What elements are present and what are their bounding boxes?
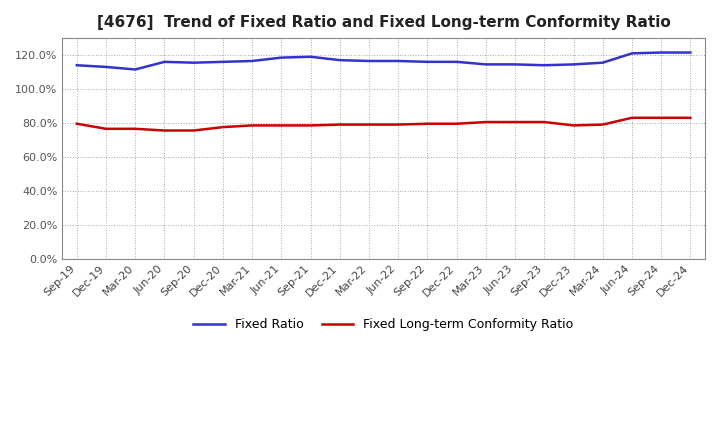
Fixed Long-term Conformity Ratio: [131, 126, 140, 132]
Line: Fixed Ratio: Fixed Ratio: [77, 52, 690, 70]
Fixed Ratio: [482, 62, 490, 67]
Fixed Long-term Conformity Ratio: [102, 126, 110, 132]
Fixed Ratio: [423, 59, 432, 65]
Fixed Ratio: [365, 59, 374, 64]
Fixed Ratio: [628, 51, 636, 56]
Fixed Ratio: [277, 55, 286, 60]
Fixed Long-term Conformity Ratio: [482, 119, 490, 125]
Fixed Long-term Conformity Ratio: [336, 122, 344, 127]
Fixed Ratio: [219, 59, 228, 65]
Fixed Long-term Conformity Ratio: [686, 115, 695, 121]
Fixed Ratio: [189, 60, 198, 65]
Fixed Ratio: [102, 64, 110, 70]
Fixed Ratio: [452, 59, 461, 65]
Fixed Ratio: [248, 59, 256, 64]
Fixed Long-term Conformity Ratio: [277, 123, 286, 128]
Fixed Long-term Conformity Ratio: [628, 115, 636, 121]
Title: [4676]  Trend of Fixed Ratio and Fixed Long-term Conformity Ratio: [4676] Trend of Fixed Ratio and Fixed Lo…: [96, 15, 670, 30]
Fixed Long-term Conformity Ratio: [657, 115, 665, 121]
Fixed Ratio: [570, 62, 578, 67]
Fixed Long-term Conformity Ratio: [540, 119, 549, 125]
Fixed Ratio: [73, 62, 81, 68]
Fixed Ratio: [540, 62, 549, 68]
Fixed Long-term Conformity Ratio: [248, 123, 256, 128]
Fixed Long-term Conformity Ratio: [423, 121, 432, 126]
Fixed Long-term Conformity Ratio: [365, 122, 374, 127]
Fixed Long-term Conformity Ratio: [219, 125, 228, 130]
Fixed Long-term Conformity Ratio: [510, 119, 519, 125]
Fixed Long-term Conformity Ratio: [394, 122, 402, 127]
Fixed Ratio: [657, 50, 665, 55]
Fixed Long-term Conformity Ratio: [160, 128, 168, 133]
Fixed Ratio: [306, 54, 315, 59]
Legend: Fixed Ratio, Fixed Long-term Conformity Ratio: Fixed Ratio, Fixed Long-term Conformity …: [189, 313, 579, 336]
Fixed Long-term Conformity Ratio: [570, 123, 578, 128]
Fixed Ratio: [131, 67, 140, 72]
Fixed Long-term Conformity Ratio: [306, 123, 315, 128]
Fixed Ratio: [336, 58, 344, 63]
Fixed Long-term Conformity Ratio: [452, 121, 461, 126]
Fixed Ratio: [160, 59, 168, 65]
Fixed Ratio: [394, 59, 402, 64]
Fixed Ratio: [686, 50, 695, 55]
Fixed Long-term Conformity Ratio: [189, 128, 198, 133]
Fixed Ratio: [510, 62, 519, 67]
Fixed Long-term Conformity Ratio: [73, 121, 81, 126]
Line: Fixed Long-term Conformity Ratio: Fixed Long-term Conformity Ratio: [77, 118, 690, 131]
Fixed Long-term Conformity Ratio: [598, 122, 607, 127]
Fixed Ratio: [598, 60, 607, 65]
